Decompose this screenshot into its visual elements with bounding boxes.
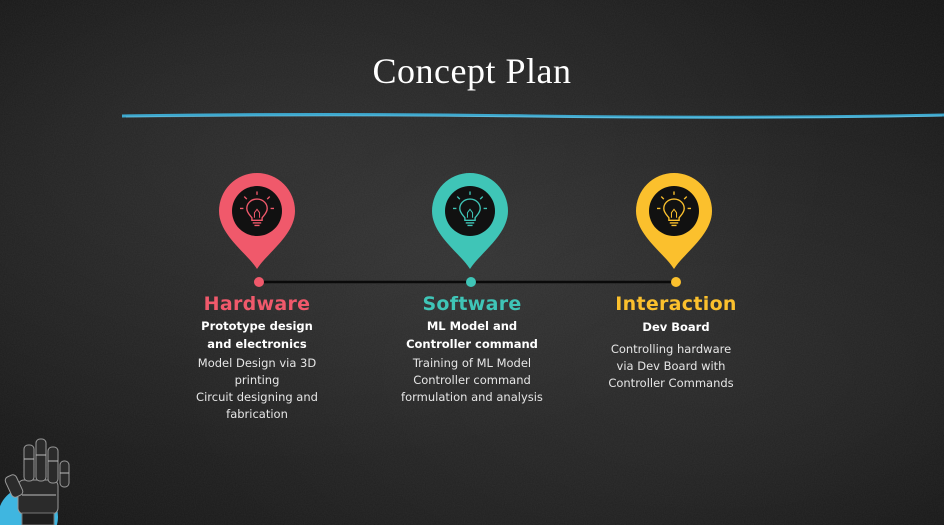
description-line: Model Design via 3D xyxy=(197,356,317,370)
phase-subtitle-hardware: Prototype design and electronics xyxy=(137,317,377,353)
subtitle-line: ML Model and xyxy=(426,319,518,333)
phase-heading-interaction: Interaction xyxy=(615,293,737,315)
description-line: Circuit designing and xyxy=(196,390,318,404)
description-line: printing xyxy=(234,373,280,387)
phase-description-software: Training of ML Model Controller command … xyxy=(352,355,592,406)
description-line: Controller Commands xyxy=(608,376,734,390)
pin-hardware xyxy=(219,173,295,269)
description-line: Controller command xyxy=(413,373,531,387)
phase-heading-software: Software xyxy=(422,293,522,315)
subtitle-line: Dev Board xyxy=(642,320,710,334)
timeline-dot-software xyxy=(466,277,476,287)
description-line: formulation and analysis xyxy=(401,390,543,404)
description-line: fabrication xyxy=(226,407,288,421)
phase-subtitle-software: ML Model and Controller command xyxy=(352,317,592,353)
subtitle-line: Prototype design xyxy=(201,319,313,333)
subtitle-line: and electronics xyxy=(207,337,307,351)
description-line: Controlling hardware xyxy=(610,342,732,356)
phase-subtitle-interaction: Dev Board xyxy=(556,318,796,336)
description-line: via Dev Board with xyxy=(616,359,726,373)
pin-software xyxy=(432,173,508,269)
phase-description-hardware: Model Design via 3D printing Circuit des… xyxy=(137,355,377,423)
robot-hand-icon xyxy=(0,438,70,525)
pin-interaction xyxy=(636,173,712,269)
timeline-dot-interaction xyxy=(671,277,681,287)
phase-heading-hardware: Hardware xyxy=(203,293,311,315)
subtitle-line: Controller command xyxy=(406,337,538,351)
timeline-dot-hardware xyxy=(254,277,264,287)
slide-title: Concept Plan xyxy=(372,51,572,91)
description-line: Training of ML Model xyxy=(412,356,532,370)
title-underline xyxy=(122,113,944,119)
phase-description-interaction: Controlling hardware via Dev Board with … xyxy=(551,341,791,392)
